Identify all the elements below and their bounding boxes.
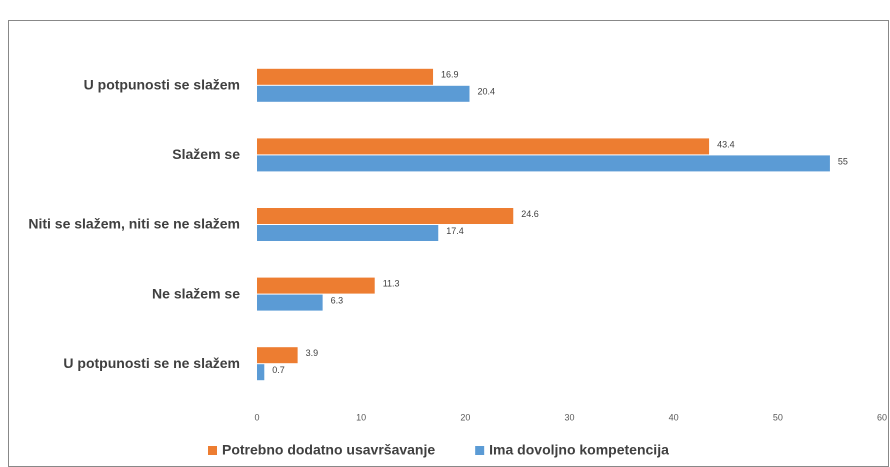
bar: [257, 347, 298, 364]
x-tick-label: 10: [356, 412, 366, 422]
x-tick-label: 60: [877, 412, 887, 422]
data-label: 0.7: [272, 365, 285, 375]
category-label: Ne slažem se: [152, 285, 240, 301]
bar: [257, 294, 323, 311]
bar: [257, 138, 710, 155]
x-tick-label: 40: [669, 412, 679, 422]
legend-swatch: [208, 446, 217, 455]
bar: [257, 225, 439, 241]
x-tick-label: 30: [564, 412, 574, 422]
data-label: 11.3: [383, 278, 400, 288]
bar: [257, 364, 265, 381]
bar: [257, 155, 830, 172]
data-label: 17.4: [446, 226, 464, 236]
x-tick-label: 20: [460, 412, 470, 422]
bar: [257, 85, 470, 102]
data-label: 43.4: [717, 139, 735, 149]
bar: [257, 277, 375, 294]
data-label: 16.9: [441, 70, 459, 80]
bar: [257, 68, 434, 85]
x-tick-label: 50: [773, 412, 783, 422]
category-label: U potpunosti se ne slažem: [63, 355, 240, 371]
x-tick-label: 0: [254, 412, 259, 422]
data-label: 55: [838, 156, 848, 166]
data-label: 3.9: [306, 348, 319, 358]
category-label: Slažem se: [172, 146, 240, 162]
data-label: 6.3: [331, 295, 344, 305]
category-label: U potpunosti se slažem: [84, 77, 240, 93]
data-label: 24.6: [521, 209, 539, 219]
legend-label: Potrebno dodatno usavršavanje: [222, 442, 435, 458]
legend-swatch: [475, 446, 485, 455]
category-label: Niti se slažem, niti se ne slažem: [28, 216, 240, 232]
data-label: 20.4: [478, 87, 496, 97]
legend-label: Ima dovoljno kompetencija: [489, 442, 669, 458]
bar: [257, 208, 514, 224]
